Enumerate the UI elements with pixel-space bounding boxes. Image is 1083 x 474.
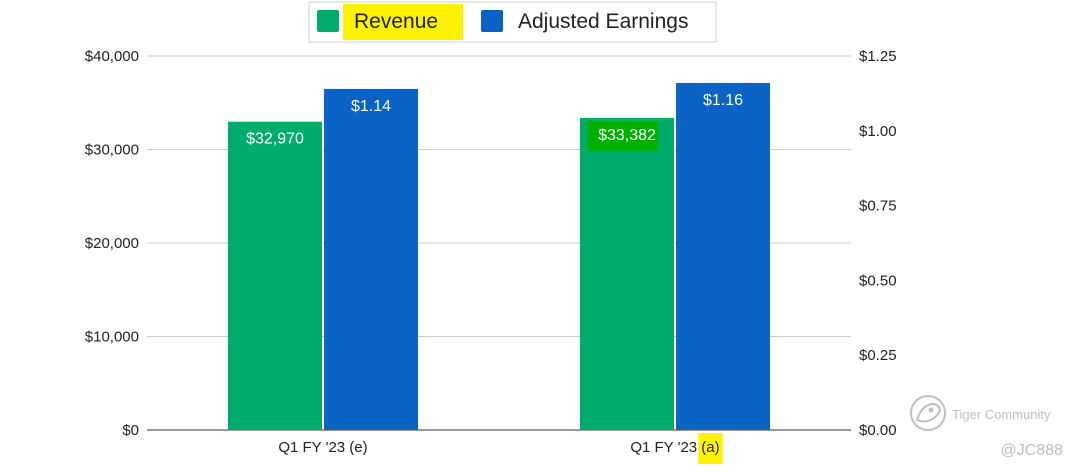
- x-tick-label: Q1 FY '23 (e): [278, 439, 367, 456]
- right-tick-label: $1.00: [859, 123, 897, 140]
- watermark: Tiger Community @JC888: [910, 395, 1064, 459]
- x-axis-labels: Q1 FY '23 (e) Q1 FY '23 (a): [278, 433, 723, 464]
- tiger-logo-icon: [910, 395, 946, 431]
- left-tick-label: $0: [122, 422, 139, 439]
- legend: Revenue Adjusted Earnings: [308, 1, 717, 43]
- watermark-brand: Tiger Community: [952, 407, 1051, 422]
- bars: $32,970 $1.14 $33,382 $1.16: [228, 82, 770, 431]
- left-tick-label: $10,000: [85, 329, 139, 346]
- bar-label-highlight: [587, 120, 659, 151]
- legend-label-adjusted-earnings: Adjusted Earnings: [518, 10, 688, 33]
- bar-revenue: [228, 121, 322, 430]
- bar-value-label: $1.14: [351, 98, 391, 115]
- bar-adjusted-earnings: [676, 82, 770, 430]
- right-tick-label: $0.50: [859, 272, 897, 289]
- bar-revenue: [580, 117, 674, 431]
- left-tick-label: $40,000: [85, 48, 139, 65]
- left-axis: $0 $10,000 $20,000 $30,000 $40,000: [85, 48, 139, 439]
- legend-revenue-highlight: [343, 4, 463, 40]
- right-tick-label: $1.25: [859, 48, 897, 65]
- bar-value-label: $33,382: [598, 127, 656, 144]
- left-tick-label: $20,000: [85, 235, 139, 252]
- bar-value-label: $1.16: [703, 92, 743, 109]
- bar-value-label: $32,970: [246, 131, 304, 148]
- x-label-highlight: [698, 433, 723, 464]
- legend-label-revenue: Revenue: [354, 10, 438, 33]
- watermark-handle: @JC888: [1001, 442, 1064, 459]
- bar-adjusted-earnings: [324, 88, 418, 431]
- legend-swatch-revenue: [317, 10, 339, 32]
- right-tick-label: $0.75: [859, 198, 897, 215]
- right-tick-label: $0.25: [859, 347, 897, 364]
- x-tick-label: Q1 FY '23 (a): [630, 439, 719, 456]
- right-tick-label: $0.00: [859, 422, 897, 439]
- left-tick-label: $30,000: [85, 142, 139, 159]
- right-axis: $0.00 $0.25 $0.50 $0.75 $1.00 $1.25: [859, 48, 897, 439]
- legend-swatch-adjusted-earnings: [481, 10, 503, 32]
